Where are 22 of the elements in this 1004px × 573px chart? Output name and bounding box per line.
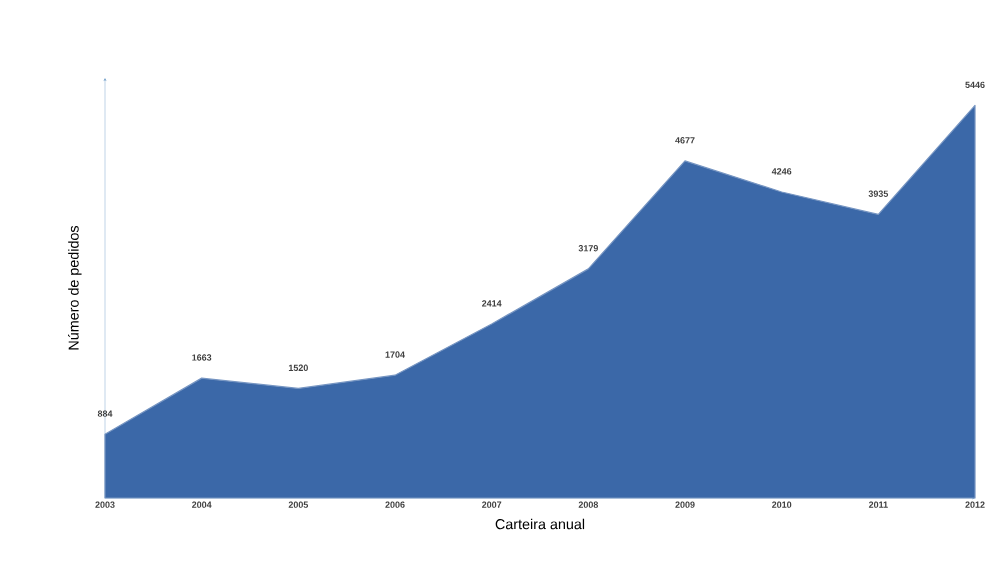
data-label: 1520: [288, 364, 308, 371]
y-axis-title: Número de pedidos: [68, 225, 82, 350]
x-tick-label: 2011: [868, 501, 888, 508]
x-tick-label: 2005: [288, 501, 309, 508]
data-label: 1704: [385, 351, 405, 358]
x-axis-title: Carteira anual: [495, 518, 585, 530]
data-label: 4677: [675, 137, 695, 144]
data-label: 4246: [771, 168, 792, 175]
x-tick-label: 2003: [95, 501, 115, 508]
x-tick-label: 2012: [965, 501, 985, 508]
x-tick-label: 2004: [192, 501, 212, 508]
data-label: 5446: [965, 81, 985, 89]
x-tick-label: 2007: [482, 501, 502, 508]
x-tick-label: 2009: [675, 501, 695, 508]
x-tick-label: 2010: [772, 501, 792, 508]
data-label: 1663: [192, 354, 212, 361]
data-label: 884: [97, 410, 113, 417]
data-label: 3179: [578, 245, 598, 252]
data-label: 2414: [482, 300, 502, 307]
data-label: 3935: [868, 190, 889, 197]
x-tick-label: 2008: [578, 501, 599, 508]
x-tick-label: 2006: [385, 501, 405, 508]
